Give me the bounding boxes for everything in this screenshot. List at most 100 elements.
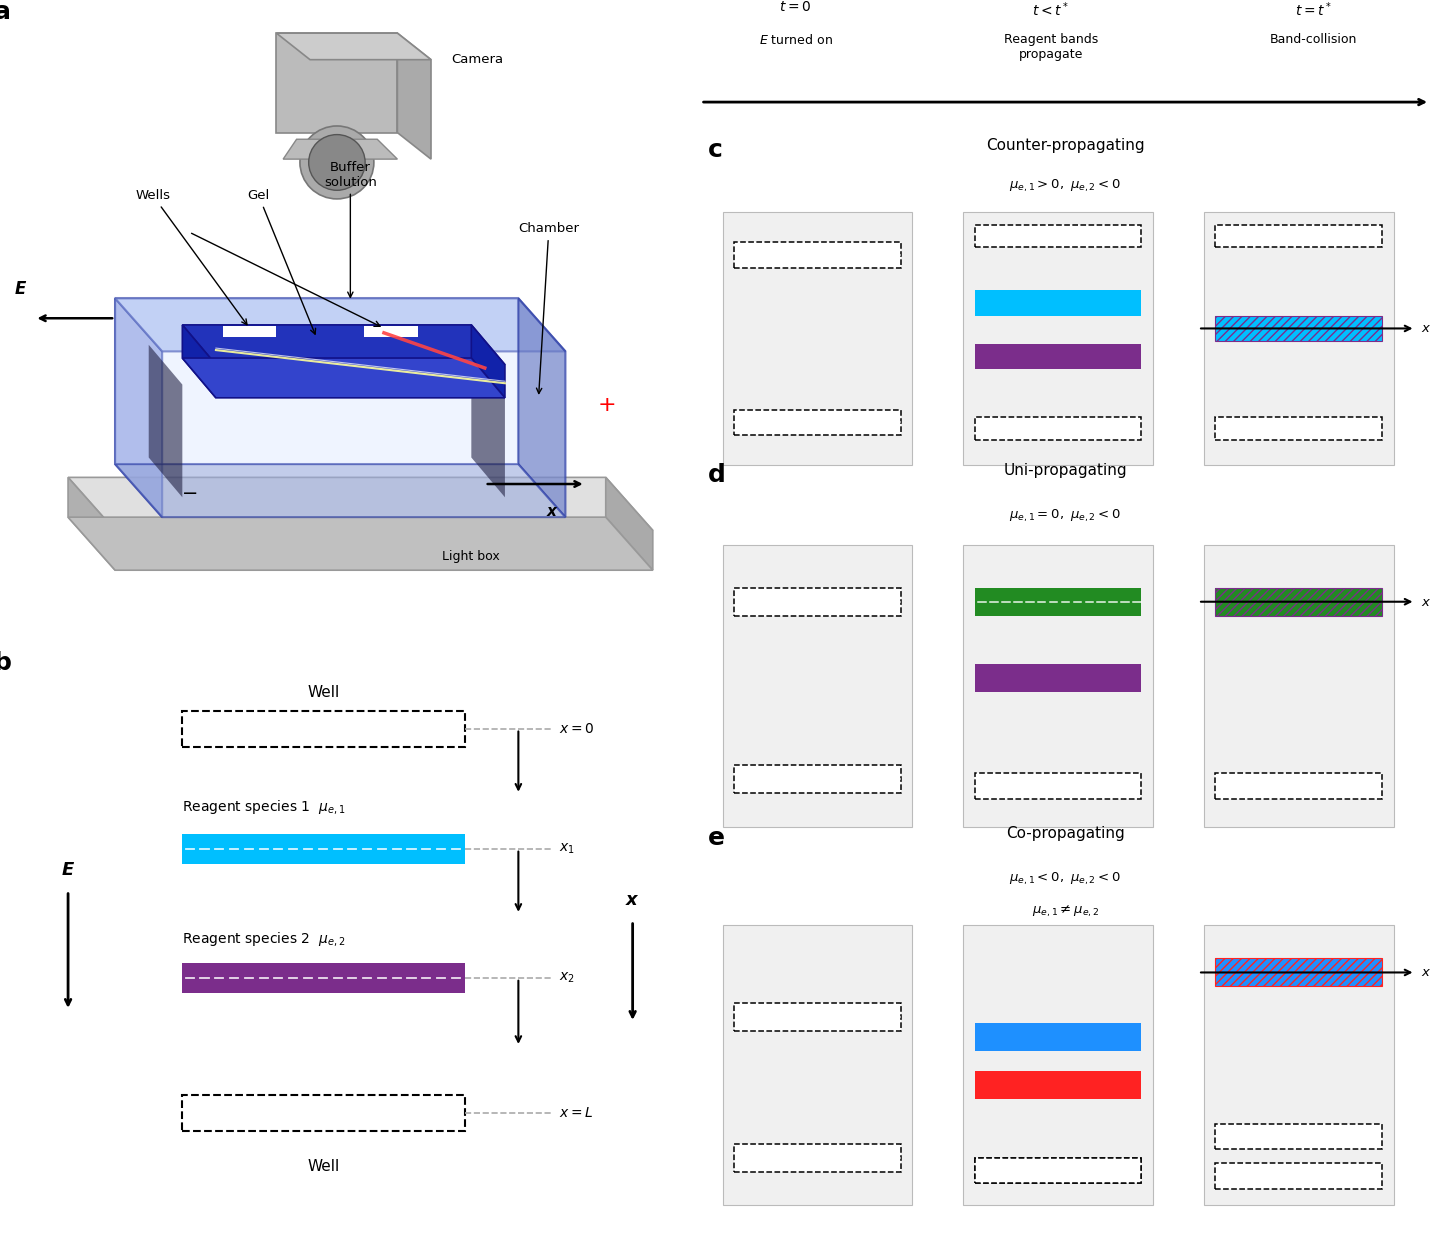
Bar [183, 963, 465, 993]
Bar [734, 409, 901, 435]
Text: $\mu_{e,1} > 0,\ \mu_{e,2} < 0$: $\mu_{e,1} > 0,\ \mu_{e,2} < 0$ [1010, 178, 1121, 194]
Circle shape [309, 135, 365, 190]
Bar [975, 1071, 1141, 1098]
Bar [734, 243, 901, 268]
Text: Co-propagating: Co-propagating [1005, 826, 1125, 841]
Polygon shape [114, 299, 518, 464]
Text: $+$: $+$ [596, 395, 615, 415]
Polygon shape [183, 325, 505, 365]
Bar [1216, 588, 1383, 615]
Polygon shape [223, 327, 276, 337]
Text: $\mu_{e,1} = 0,\ \mu_{e,2} < 0$: $\mu_{e,1} = 0,\ \mu_{e,2} < 0$ [1010, 508, 1121, 524]
Circle shape [300, 126, 373, 199]
Polygon shape [472, 325, 505, 398]
Text: Camera: Camera [452, 54, 503, 66]
Polygon shape [114, 464, 565, 517]
Text: Well: Well [307, 1160, 339, 1175]
Bar [734, 409, 901, 435]
Text: $x_2$: $x_2$ [559, 971, 575, 985]
Bar [964, 545, 1153, 827]
Polygon shape [363, 327, 418, 337]
Text: Buffer
solution: Buffer solution [325, 160, 376, 298]
Polygon shape [114, 299, 162, 517]
Polygon shape [606, 478, 654, 570]
Text: Reagent species 2  $\mu_{e,2}$: Reagent species 2 $\mu_{e,2}$ [183, 929, 346, 948]
Text: $\bfit{E}$: $\bfit{E}$ [61, 861, 76, 878]
Bar [975, 344, 1141, 369]
Bar [975, 663, 1141, 692]
Bar [1216, 958, 1383, 987]
Text: $\bfit{x}$: $\bfit{x}$ [546, 504, 558, 519]
Text: $-$: $-$ [182, 483, 197, 502]
Bar [183, 833, 465, 863]
Bar [734, 243, 901, 268]
Bar [1216, 958, 1383, 987]
Text: $\mu_{e,1} < 0,\ \mu_{e,2} < 0$: $\mu_{e,1} < 0,\ \mu_{e,2} < 0$ [1010, 871, 1121, 887]
Bar [734, 588, 901, 615]
Polygon shape [69, 478, 654, 530]
Text: $x^*$: $x^*$ [1421, 320, 1430, 337]
Text: Light box: Light box [442, 550, 500, 563]
Bar [964, 924, 1153, 1206]
Bar [722, 924, 912, 1206]
Text: a: a [0, 0, 11, 24]
Bar [1216, 315, 1383, 342]
Bar [734, 764, 901, 793]
Bar [964, 211, 1153, 465]
Bar [975, 225, 1141, 248]
Polygon shape [149, 345, 183, 498]
Text: $x = 0$: $x = 0$ [559, 722, 593, 736]
Polygon shape [472, 345, 505, 498]
Bar [975, 588, 1141, 615]
Bar [1216, 773, 1383, 798]
Text: $t = 0$: $t = 0$ [779, 0, 812, 14]
Bar [722, 211, 912, 465]
Bar [734, 1003, 901, 1031]
Text: Band-collision: Band-collision [1270, 33, 1357, 46]
Bar [734, 588, 901, 615]
Text: $x^*$: $x^*$ [1421, 593, 1430, 610]
Text: Chamber: Chamber [518, 223, 579, 394]
FancyBboxPatch shape [183, 1095, 465, 1131]
Bar [975, 1157, 1141, 1183]
Text: Wells: Wells [136, 189, 247, 325]
Text: $\bfit{x}$: $\bfit{x}$ [625, 891, 641, 908]
Text: Gel: Gel [247, 189, 316, 334]
Polygon shape [114, 299, 565, 352]
Bar [722, 545, 912, 827]
Bar [1216, 1125, 1383, 1150]
Text: $\bfit{E}$: $\bfit{E}$ [14, 280, 27, 299]
Bar [975, 1023, 1141, 1051]
Polygon shape [283, 139, 398, 159]
Bar [1216, 1163, 1383, 1188]
Text: Reagent bands
propagate: Reagent bands propagate [1004, 33, 1098, 61]
Bar [1204, 545, 1393, 827]
Bar [1216, 588, 1383, 615]
Bar [1216, 225, 1383, 248]
Bar [1204, 924, 1393, 1206]
Text: d: d [708, 463, 726, 487]
Bar [975, 290, 1141, 315]
Polygon shape [183, 358, 505, 398]
Polygon shape [518, 299, 565, 517]
Text: b: b [0, 651, 11, 674]
Text: Counter-propagating: Counter-propagating [987, 138, 1144, 153]
Text: c: c [708, 138, 724, 161]
Bar [1216, 417, 1383, 440]
Bar [1216, 315, 1383, 342]
FancyBboxPatch shape [183, 711, 465, 747]
Bar [734, 1003, 901, 1031]
Text: Uni-propagating: Uni-propagating [1004, 463, 1127, 478]
Text: $\mu_{e,1} \neq \mu_{e,2}$: $\mu_{e,1} \neq \mu_{e,2}$ [1031, 904, 1100, 919]
Text: $E$ turned on: $E$ turned on [758, 33, 832, 48]
Text: Well: Well [307, 686, 339, 701]
Bar [975, 417, 1141, 440]
Text: $t = t^*$: $t = t^*$ [1294, 0, 1331, 19]
Polygon shape [183, 325, 216, 398]
Polygon shape [69, 517, 654, 570]
Polygon shape [398, 33, 430, 159]
Bar [975, 1157, 1141, 1183]
Text: Reagent species 1  $\mu_{e,1}$: Reagent species 1 $\mu_{e,1}$ [183, 798, 346, 816]
Text: $x^*$: $x^*$ [1421, 965, 1430, 981]
Polygon shape [276, 33, 398, 133]
